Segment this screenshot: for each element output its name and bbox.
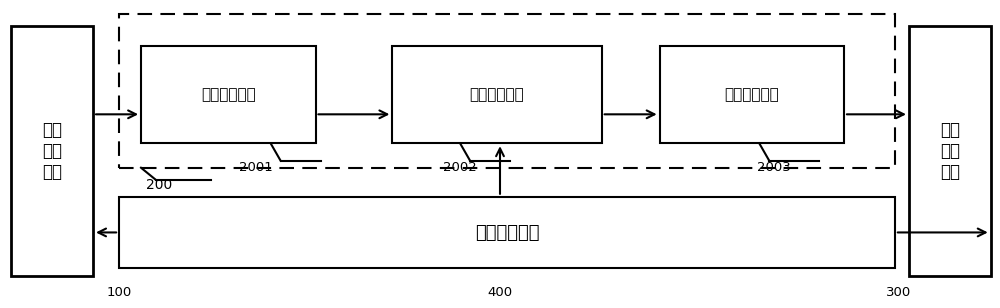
Text: 300: 300 bbox=[886, 286, 912, 299]
Text: 400: 400 bbox=[487, 286, 513, 299]
Text: 信号放大电路: 信号放大电路 bbox=[470, 87, 524, 102]
Text: 有源滤波电路: 有源滤波电路 bbox=[724, 87, 779, 102]
Text: 2001: 2001 bbox=[239, 161, 273, 174]
Bar bbox=[392, 46, 602, 143]
Text: 200: 200 bbox=[146, 177, 172, 192]
Text: 100: 100 bbox=[106, 286, 132, 299]
Bar bbox=[141, 46, 316, 143]
Bar bbox=[11, 26, 93, 276]
Text: 无源滤波电路: 无源滤波电路 bbox=[201, 87, 256, 102]
Text: 2003: 2003 bbox=[757, 161, 791, 174]
Text: 电源管理单元: 电源管理单元 bbox=[475, 224, 539, 241]
Bar bbox=[909, 26, 991, 276]
Text: 2002: 2002 bbox=[443, 161, 477, 174]
Bar bbox=[119, 14, 895, 168]
Bar bbox=[660, 46, 844, 143]
Text: 后期
处理
单元: 后期 处理 单元 bbox=[940, 121, 960, 181]
Text: 井下
测量
单元: 井下 测量 单元 bbox=[42, 121, 62, 181]
Bar bbox=[119, 197, 895, 269]
